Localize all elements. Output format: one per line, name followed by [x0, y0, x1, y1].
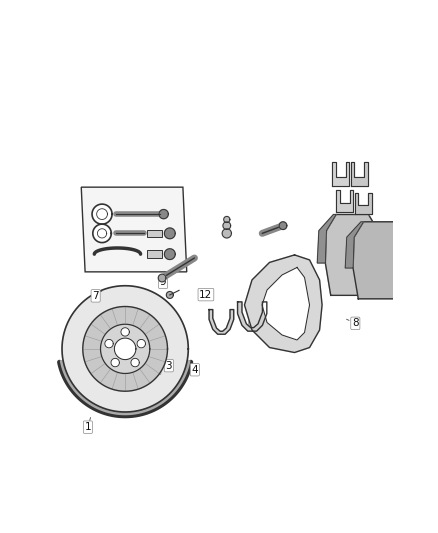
Polygon shape [62, 286, 188, 412]
Polygon shape [353, 222, 406, 299]
Polygon shape [355, 192, 371, 214]
Polygon shape [262, 268, 310, 340]
Polygon shape [222, 229, 231, 238]
Polygon shape [164, 228, 175, 239]
Text: 1: 1 [85, 422, 91, 432]
Polygon shape [147, 230, 162, 237]
Text: 12: 12 [199, 289, 212, 300]
Polygon shape [237, 302, 267, 331]
Polygon shape [279, 222, 287, 230]
Polygon shape [159, 209, 168, 219]
Polygon shape [147, 251, 162, 258]
Polygon shape [105, 340, 113, 348]
Polygon shape [158, 274, 166, 282]
Polygon shape [332, 161, 349, 187]
Text: 11: 11 [250, 314, 263, 324]
Polygon shape [111, 358, 120, 367]
Polygon shape [121, 328, 129, 336]
Text: 6: 6 [153, 364, 160, 374]
Polygon shape [92, 204, 112, 224]
Polygon shape [166, 292, 173, 298]
Polygon shape [131, 358, 139, 367]
Polygon shape [351, 161, 367, 187]
Text: 4: 4 [191, 365, 198, 375]
Polygon shape [100, 324, 150, 374]
Polygon shape [345, 222, 364, 268]
Text: 10: 10 [127, 318, 141, 328]
Polygon shape [81, 187, 187, 272]
Polygon shape [164, 249, 175, 260]
Polygon shape [209, 310, 234, 334]
Polygon shape [336, 190, 353, 212]
Text: 8: 8 [352, 318, 359, 328]
Polygon shape [137, 340, 145, 348]
Text: 2: 2 [119, 369, 126, 379]
Text: 9: 9 [160, 277, 166, 287]
Polygon shape [325, 214, 379, 295]
Polygon shape [223, 222, 231, 230]
Polygon shape [224, 216, 230, 223]
Polygon shape [114, 338, 136, 360]
Text: 3: 3 [166, 361, 172, 370]
Text: 7: 7 [92, 291, 99, 301]
Polygon shape [244, 255, 322, 352]
Polygon shape [83, 306, 167, 391]
Polygon shape [317, 214, 336, 263]
Polygon shape [93, 224, 111, 243]
